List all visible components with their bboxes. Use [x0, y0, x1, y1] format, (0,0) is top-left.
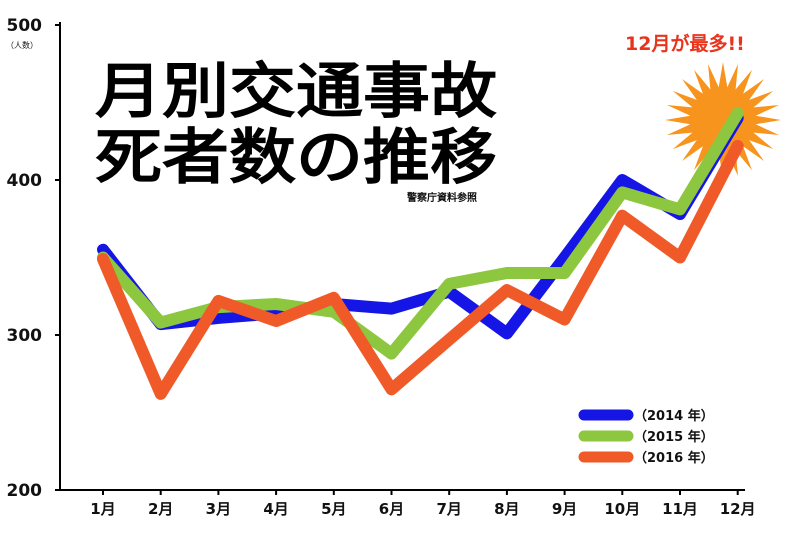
starburst [665, 62, 781, 178]
x-tick-label: 4月 [263, 500, 288, 518]
chart-title-line2: 死者数の推移 [95, 123, 497, 193]
y-tick-label: 200 [7, 481, 43, 501]
max-callout: 12月が最多!! [625, 32, 745, 55]
x-tick-label: 2月 [148, 500, 173, 518]
x-tick-label: 1月 [90, 500, 115, 518]
y-tick-label: 300 [7, 326, 43, 346]
x-tick-label: 9月 [552, 500, 577, 518]
legend-label: （2014 年） [634, 408, 714, 424]
starburst-shape [665, 62, 781, 178]
x-tick-label: 10月 [604, 500, 640, 518]
legend: （2014 年） （2015 年） （2016 年） [578, 408, 714, 466]
chart-title-line1: 月別交通事故 [95, 57, 497, 127]
axes [59, 22, 745, 491]
x-tick-label: 6月 [379, 500, 404, 518]
y-ticks: 200 300 400 500 [7, 16, 60, 501]
legend-label: （2015 年） [634, 429, 714, 445]
y-tick-label: 500 [7, 16, 43, 36]
x-tick-label: 5月 [321, 500, 346, 518]
y-tick-label: 400 [7, 171, 43, 191]
x-tick-label: 7月 [436, 500, 461, 518]
x-tick-label: 12月 [720, 500, 756, 518]
x-tick-label: 11月 [662, 500, 698, 518]
x-ticks: 1月 2月 3月 4月 5月 6月 7月 8月 9月 10月 11月 12月 [90, 490, 756, 518]
series-lines [97, 107, 744, 400]
series-line-2 [97, 139, 744, 400]
x-tick-label: 3月 [206, 500, 231, 518]
legend-label: （2016 年） [634, 450, 714, 466]
y-unit-label: （人数） [6, 40, 38, 50]
source-note: 警察庁資料参照 [406, 191, 477, 204]
x-tick-label: 8月 [494, 500, 519, 518]
